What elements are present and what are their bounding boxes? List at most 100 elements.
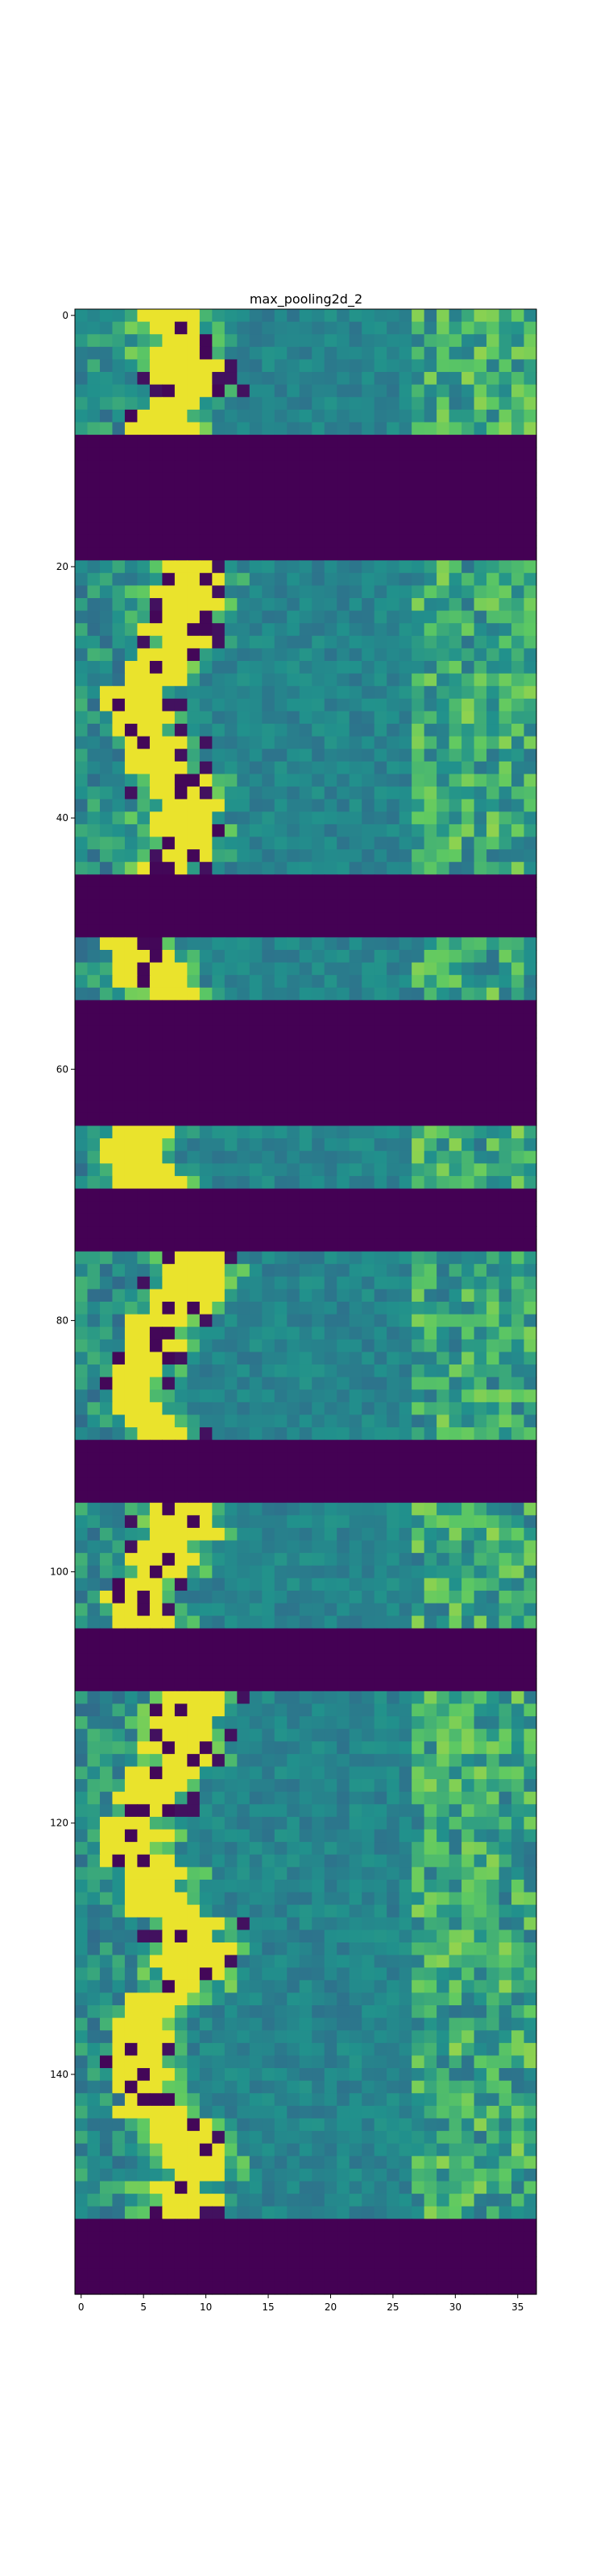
heatmap-cell <box>350 1151 362 1164</box>
heatmap-cell <box>100 1063 113 1075</box>
heatmap-cell <box>75 623 88 636</box>
heatmap-cell <box>375 1967 387 1980</box>
heatmap-cell <box>524 1239 537 1252</box>
heatmap-cell <box>87 1151 100 1164</box>
heatmap-cell <box>424 1541 437 1554</box>
heatmap-cell <box>387 598 399 611</box>
heatmap-cell <box>362 1026 375 1038</box>
heatmap-cell <box>399 1026 412 1038</box>
heatmap-cell <box>387 1541 399 1554</box>
heatmap-cell <box>275 510 288 523</box>
heatmap-cell <box>337 510 350 523</box>
heatmap-cell <box>150 385 163 398</box>
heatmap-cell <box>200 1653 213 1666</box>
heatmap-cell <box>162 410 175 423</box>
heatmap-cell <box>412 1465 424 1478</box>
heatmap-cell <box>337 1867 350 1880</box>
heatmap-cell <box>75 811 88 824</box>
heatmap-cell <box>150 1566 163 1579</box>
heatmap-cell <box>337 1440 350 1453</box>
heatmap-cell <box>325 1151 337 1164</box>
heatmap-cell <box>225 1553 238 1566</box>
heatmap-cell <box>237 1666 250 1679</box>
heatmap-cell <box>100 1591 113 1604</box>
heatmap-cell <box>187 1252 200 1265</box>
heatmap-cell <box>449 737 462 749</box>
heatmap-cell <box>437 1566 449 1579</box>
heatmap-cell <box>474 1678 487 1691</box>
heatmap-cell <box>337 1364 350 1377</box>
heatmap-cell <box>474 309 487 322</box>
heatmap-cell <box>486 1716 499 1729</box>
heatmap-cell <box>225 535 238 548</box>
heatmap-cell <box>287 1992 300 2005</box>
heatmap-cell <box>237 1013 250 1026</box>
heatmap-cell <box>350 1340 362 1352</box>
heatmap-cell <box>350 1176 362 1189</box>
heatmap-cell <box>287 1842 300 1855</box>
heatmap-cell <box>524 1918 537 1930</box>
heatmap-cell <box>225 1503 238 1516</box>
heatmap-cell <box>375 1541 387 1554</box>
heatmap-cell <box>225 1063 238 1075</box>
heatmap-cell <box>162 522 175 535</box>
heatmap-cell <box>461 674 474 687</box>
heatmap-cell <box>175 636 188 649</box>
heatmap-cell <box>312 912 325 925</box>
heatmap-cell <box>300 1855 312 1868</box>
heatmap-cell <box>150 1741 163 1754</box>
heatmap-cell <box>175 1855 188 1868</box>
heatmap-cell <box>424 1918 437 1930</box>
heatmap-cell <box>225 1327 238 1340</box>
heatmap-cell <box>449 1503 462 1516</box>
heatmap-cell <box>461 1678 474 1691</box>
heatmap-cell <box>75 1088 88 1101</box>
heatmap-cell <box>312 737 325 749</box>
heatmap-cell <box>262 636 275 649</box>
heatmap-cell <box>237 598 250 611</box>
heatmap-cell <box>175 1189 188 1202</box>
heatmap-cell <box>175 1327 188 1340</box>
heatmap-cell <box>137 1340 150 1352</box>
heatmap-cell <box>461 900 474 913</box>
heatmap-cell <box>399 1440 412 1453</box>
heatmap-cell <box>312 711 325 724</box>
heatmap-cell <box>150 874 163 887</box>
heatmap-cell <box>449 749 462 762</box>
heatmap-cell <box>275 1414 288 1427</box>
heatmap-cell <box>437 1440 449 1453</box>
heatmap-cell <box>87 1013 100 1026</box>
heatmap-cell <box>399 1741 412 1754</box>
heatmap-cell <box>162 573 175 586</box>
heatmap-cell <box>312 699 325 712</box>
heatmap-cell <box>175 1515 188 1528</box>
heatmap-cell <box>461 661 474 674</box>
heatmap-cell <box>511 1691 524 1704</box>
heatmap-cell <box>212 485 225 498</box>
heatmap-cell <box>225 1942 238 1955</box>
heatmap-cell <box>437 397 449 410</box>
heatmap-cell <box>362 385 375 398</box>
heatmap-cell <box>237 1026 250 1038</box>
heatmap-cell <box>112 824 125 837</box>
heatmap-cell <box>200 1880 213 1893</box>
heatmap-cell <box>399 435 412 448</box>
heatmap-cell <box>262 925 275 938</box>
heatmap-cell <box>474 824 487 837</box>
heatmap-cell <box>212 1653 225 1666</box>
heatmap-cell <box>137 1503 150 1516</box>
heatmap-cell <box>337 937 350 950</box>
heatmap-cell <box>187 1578 200 1591</box>
heatmap-cell <box>461 448 474 460</box>
heatmap-cell <box>486 510 499 523</box>
heatmap-cell <box>187 1138 200 1151</box>
heatmap-cell <box>511 1113 524 1126</box>
heatmap-cell <box>461 1013 474 1026</box>
heatmap-cell <box>125 1855 138 1868</box>
heatmap-cell <box>486 1163 499 1176</box>
heatmap-cell <box>200 1515 213 1528</box>
heatmap-cell <box>150 1151 163 1164</box>
heatmap-cell <box>162 1842 175 1855</box>
heatmap-cell <box>375 1189 387 1202</box>
heatmap-cell <box>137 1239 150 1252</box>
